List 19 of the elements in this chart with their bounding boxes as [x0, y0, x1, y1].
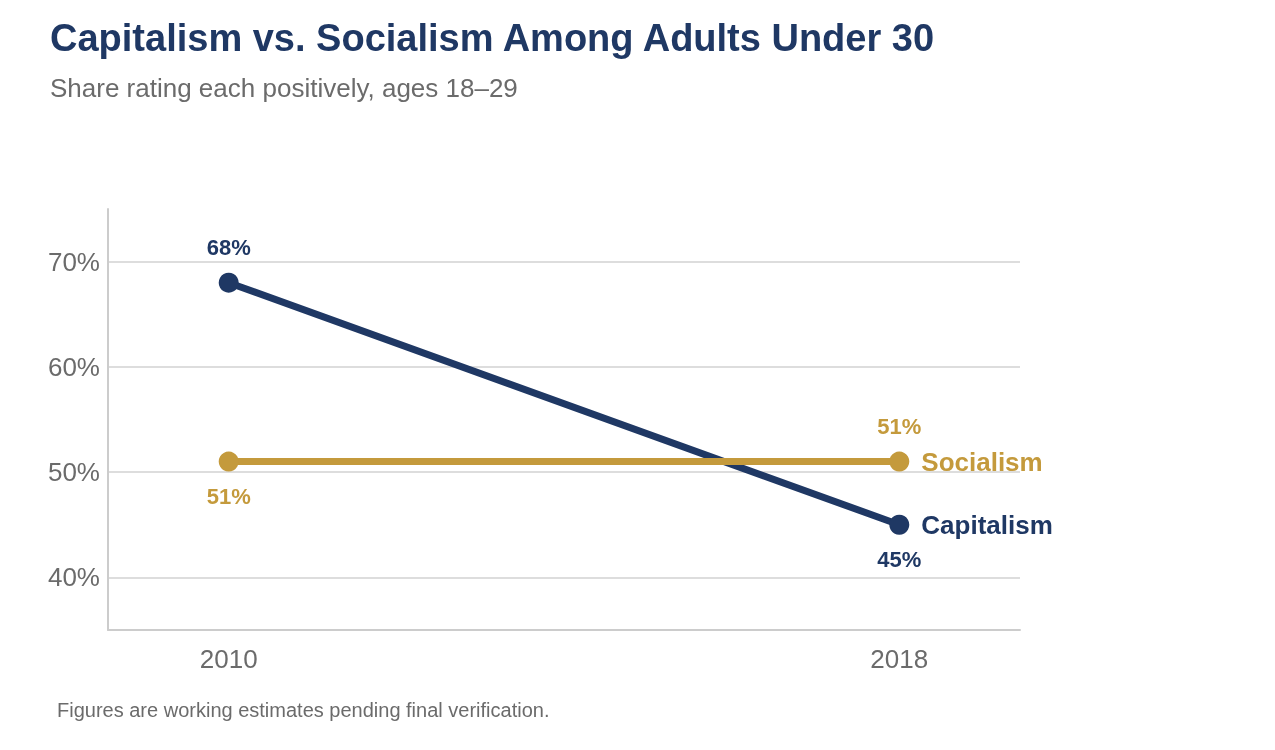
data-label: 51%: [206, 484, 251, 510]
data-label: 68%: [206, 235, 251, 261]
y-tick-label: 50%: [47, 457, 100, 488]
chart-title: Capitalism vs. Socialism Among Adults Under 30: [50, 17, 935, 59]
data-label: 51%: [877, 414, 922, 440]
y-tick-label: 40%: [47, 562, 100, 593]
series-label: Socialism: [921, 446, 1043, 477]
text: Figures are working estimates pending final verification.: [57, 699, 550, 721]
x-tick-label: 2018: [870, 644, 929, 674]
series-label: Capitalism: [921, 509, 1053, 540]
x-tick-label: 2010: [199, 644, 258, 674]
point: [218, 451, 239, 472]
point: [889, 451, 910, 472]
point: [218, 272, 239, 293]
data-label: 45%: [877, 547, 922, 573]
y-tick-label: 70%: [47, 246, 100, 277]
point: [889, 514, 910, 535]
chart-subtitle: Share rating each positively, ages 18–29: [50, 73, 518, 103]
y-tick-label: 60%: [47, 351, 100, 382]
